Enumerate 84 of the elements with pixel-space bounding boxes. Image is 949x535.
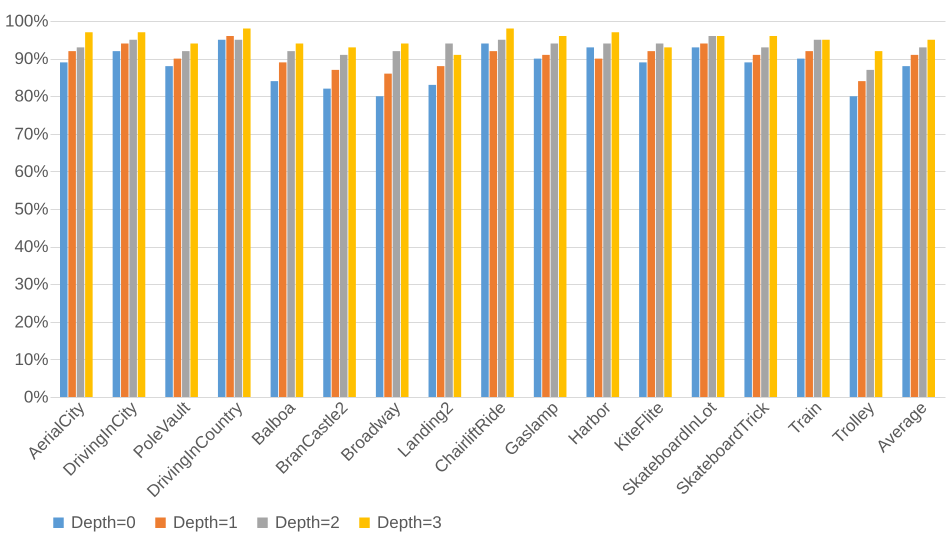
bar [226, 36, 234, 397]
y-tick-label: 40% [14, 237, 48, 256]
y-tick-label: 60% [14, 162, 48, 181]
bar [332, 70, 340, 397]
bar [664, 47, 672, 397]
bar [866, 70, 874, 397]
bar [278, 62, 286, 397]
bar [716, 36, 724, 397]
bar [692, 47, 700, 397]
legend-label: Depth=1 [173, 512, 238, 532]
bar [603, 44, 611, 397]
bar [550, 44, 558, 397]
bar [218, 40, 226, 397]
bar [392, 51, 400, 397]
bar [558, 36, 566, 397]
bar [68, 51, 76, 397]
bar [586, 47, 594, 397]
bar [243, 28, 251, 397]
bar [165, 66, 173, 397]
bar [270, 81, 278, 397]
y-tick-label: 0% [24, 388, 48, 406]
y-tick-label: 30% [14, 274, 48, 294]
y-tick-label: 80% [14, 86, 48, 106]
bar [121, 44, 129, 397]
bar [323, 88, 331, 397]
bar [376, 96, 384, 397]
bar [822, 40, 830, 397]
legend-label: Depth=3 [377, 512, 442, 532]
bar [296, 44, 304, 397]
bar [647, 51, 656, 397]
bar [656, 44, 664, 397]
bar [60, 62, 68, 397]
y-tick-label: 10% [14, 350, 48, 369]
bar [858, 81, 866, 397]
bar [490, 51, 498, 397]
bar [234, 40, 242, 397]
bar [76, 47, 84, 397]
bar [454, 54, 462, 397]
bar [594, 58, 602, 397]
bar [340, 54, 348, 397]
x-tick-label: Train [785, 398, 826, 438]
bar [542, 54, 550, 397]
bar [902, 66, 910, 397]
bar [761, 47, 769, 397]
y-tick-label: 100% [5, 12, 48, 30]
bar [498, 40, 506, 397]
bar [174, 58, 182, 397]
bar [287, 51, 295, 397]
bar [752, 54, 760, 397]
bar [744, 62, 752, 397]
legend-label: Depth=2 [275, 512, 340, 532]
y-tick-label: 70% [14, 124, 48, 144]
bar [770, 36, 778, 397]
bar [138, 32, 146, 397]
bar [534, 58, 542, 397]
bar [814, 40, 822, 397]
bar [506, 28, 514, 397]
bar [700, 44, 708, 397]
bar [797, 58, 805, 397]
bar [445, 44, 453, 397]
bar [436, 66, 444, 397]
y-tick-label: 20% [14, 312, 48, 332]
bar [348, 47, 356, 397]
bar [481, 44, 489, 397]
bar [182, 51, 190, 397]
bar [639, 62, 647, 397]
bar [384, 74, 392, 397]
bar [927, 40, 935, 397]
y-tick-label: 50% [14, 200, 48, 218]
legend-label: Depth=0 [71, 512, 136, 532]
bar [85, 32, 93, 397]
bar [805, 51, 813, 397]
bar [190, 44, 198, 397]
bar [612, 32, 620, 397]
bar [708, 36, 716, 397]
bar [874, 51, 882, 397]
bar [850, 96, 858, 397]
y-tick-label: 90% [14, 49, 48, 68]
bar [112, 51, 120, 397]
bar [400, 44, 409, 397]
bar [428, 84, 436, 397]
bar [919, 47, 927, 397]
bar [129, 40, 137, 397]
bar [910, 54, 918, 397]
